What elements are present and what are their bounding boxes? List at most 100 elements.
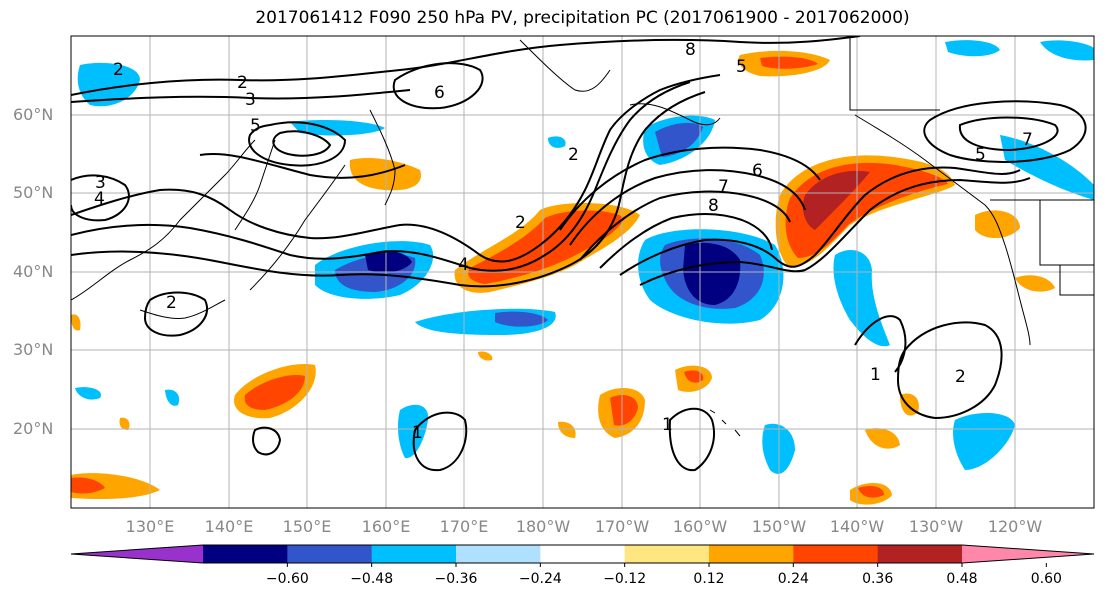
pv-contour-ridge-2: [639, 177, 1031, 286]
lon-label-120w: 120°W: [988, 517, 1043, 536]
colorbar-segment: [203, 545, 288, 563]
pv-contour-4-main: [71, 91, 706, 288]
colorbar-tick-label: −0.24: [519, 571, 562, 587]
lon-label-130e: 130°E: [126, 517, 175, 536]
lon-label-140w: 140°W: [830, 517, 885, 536]
colorbar-tick-label: 0.48: [946, 571, 977, 587]
lon-label-170w: 170°W: [595, 517, 650, 536]
contour-label-2e: 2: [955, 367, 966, 387]
contour-label-6b: 6: [752, 161, 763, 181]
colorbar-segment: [540, 545, 626, 563]
colorbar-extend-high: [962, 545, 1094, 563]
colorbar-tick-label: −0.60: [266, 571, 309, 587]
pv-contour-2-east-closed: [896, 321, 1003, 420]
pv-contour-3-north: [71, 89, 411, 103]
neg-anomaly-north-core: [655, 122, 703, 157]
contour-label-3b: 3: [95, 173, 106, 193]
pos-anomaly-subtropical-west-core: [244, 374, 305, 410]
contour-label-1c: 1: [662, 415, 673, 435]
colorbar-tick-label: 0.24: [778, 571, 809, 587]
colorbar-segment: [793, 545, 879, 563]
contour-label-7b: 7: [1022, 130, 1033, 150]
contour-label-5c: 5: [736, 57, 747, 77]
colorbar: −0.60 −0.48 −0.36 −0.24 −0.12 0.12 0.24 0.36 0.4…: [70, 544, 1095, 587]
contour-label-1b: 1: [412, 423, 423, 443]
pos-anomaly-tiny-2: [478, 351, 493, 361]
lon-label-150w: 150°W: [752, 517, 807, 536]
map-frame: [70, 35, 1095, 509]
neg-anomaly-northwest: [77, 62, 140, 107]
pv-contour-6-closed: [272, 130, 332, 157]
lat-label-60: 60°N: [13, 105, 53, 124]
pv-contours: [71, 36, 1087, 472]
pv-contour-ridge: [619, 166, 1021, 276]
pv-contour-7-trough: [579, 190, 791, 261]
pv-contour-6-trough: [569, 169, 806, 246]
lon-labels: 130°E 140°E 150°E 160°E 170°E 180°W 170°…: [126, 517, 1043, 536]
neg-anomaly-bc-coast: [1000, 135, 1094, 200]
colorbar-segment: [709, 545, 794, 563]
pv-contour-5-trough: [559, 146, 821, 231]
pos-anomaly-southeast-small: [865, 428, 900, 449]
pv-contour-8-trough: [599, 213, 773, 269]
pv-contour-1-small: [252, 426, 282, 456]
contour-label-4b: 4: [458, 255, 469, 275]
lat-label-20: 20°N: [13, 419, 53, 438]
contour-labels: 2 3 4 5 6 7 8 1 2 6 5 7 3 2 2 4 2 1 1 2 …: [94, 40, 1033, 443]
lon-label-140e: 140°E: [205, 517, 254, 536]
neg-anomaly-southeast: [953, 413, 1015, 470]
pv-contour-6-closed-north: [392, 62, 484, 110]
pv-contour-ne-closed: [923, 100, 1087, 163]
contour-label-3: 3: [245, 90, 256, 110]
lat-label-50: 50°N: [13, 183, 53, 202]
pv-contour-3-main: [71, 81, 691, 272]
pv-contour-1-hawaii: [668, 407, 715, 472]
lon-label-150e: 150°E: [283, 517, 332, 536]
gridlines: [71, 36, 1094, 508]
pos-anomaly-edge: [71, 314, 81, 331]
neg-anomaly-band-core: [495, 311, 548, 327]
colorbar-extend-low: [71, 545, 203, 563]
contour-label-4: 4: [94, 189, 105, 209]
pv-contour-2-main: [71, 74, 721, 263]
pv-contour-5-closed: [248, 121, 347, 167]
pv-contour-nw-closed: [71, 174, 130, 222]
lon-label-160w: 160°W: [673, 517, 728, 536]
pos-anomaly-philippines: [71, 473, 160, 500]
contour-label-1: 1: [870, 365, 881, 385]
pv-contour-1-south: [412, 411, 468, 472]
colorbar-outline: [70, 544, 1095, 564]
pos-anomaly-south-core: [858, 486, 884, 498]
neg-anomaly-small-3: [75, 387, 101, 400]
contour-label-2c: 2: [113, 60, 124, 80]
lon-label-160e: 160°E: [362, 517, 411, 536]
neg-anomaly-alaska: [945, 40, 1000, 57]
colorbar-tick-label: −0.48: [350, 571, 393, 587]
colorbar-tick-label: −0.36: [435, 571, 478, 587]
neg-anomaly-west-center: [365, 250, 412, 273]
pv-contour-2-japan-south: [143, 291, 208, 337]
contour-label-5b: 5: [975, 145, 986, 165]
precip-shading: [71, 40, 1094, 505]
contour-label-2f: 2: [166, 293, 177, 313]
pos-anomaly-bering-core: [760, 56, 818, 69]
colorbar-segment: [877, 545, 963, 563]
lon-label-170e: 170°E: [440, 517, 489, 536]
chart-title: 2017061412 F090 250 hPa PV, precipitatio…: [255, 8, 910, 28]
contour-label-5: 5: [250, 116, 261, 136]
pos-anomaly-us-sw: [1015, 275, 1055, 292]
pos-anomaly-tiny-3: [119, 417, 130, 430]
neg-anomaly-small-1: [548, 136, 566, 148]
colorbar-segment: [371, 545, 457, 563]
pv-contour-1-east: [854, 315, 907, 373]
neg-anomaly-ne: [1040, 40, 1094, 61]
contour-label-7: 7: [718, 177, 729, 197]
pv-contour-6-south: [199, 153, 406, 179]
contour-label-2: 2: [237, 73, 248, 93]
contour-label-2b: 2: [568, 145, 579, 165]
pos-anomaly-dateline-core: [468, 210, 625, 284]
lat-label-30: 30°N: [13, 340, 53, 359]
lat-labels: 60°N 50°N 40°N 30°N 20°N: [13, 105, 53, 438]
contour-label-8: 8: [708, 196, 719, 216]
